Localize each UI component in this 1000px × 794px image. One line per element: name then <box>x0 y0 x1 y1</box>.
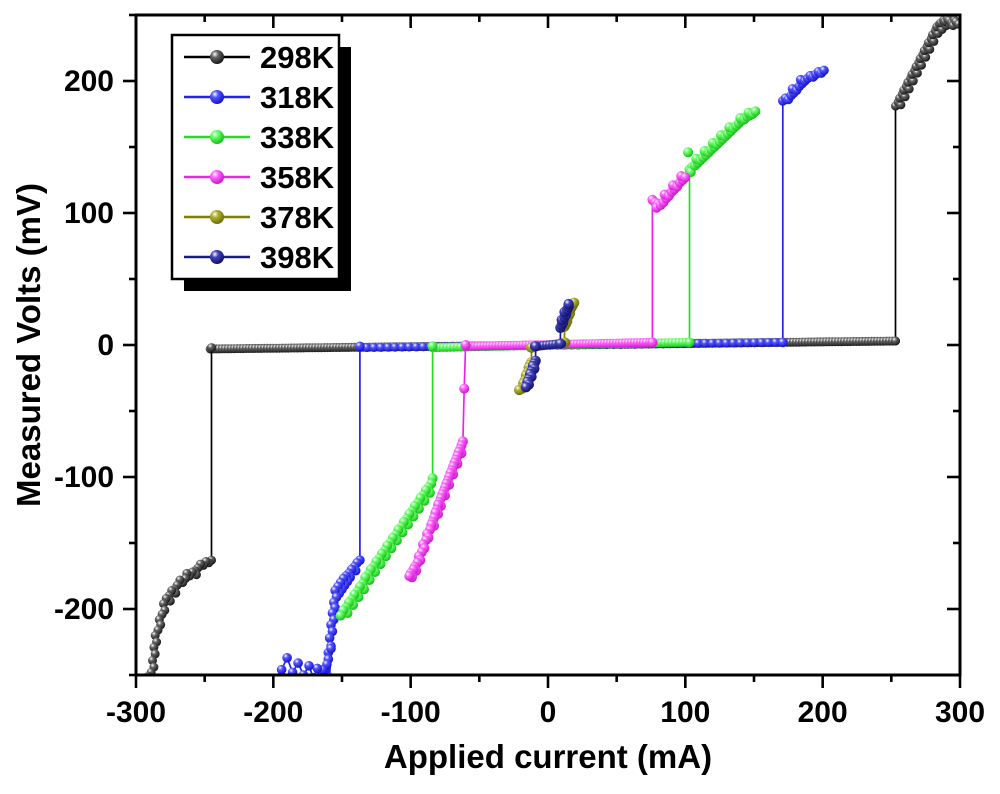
legend-entry-318K: 318K <box>184 80 335 115</box>
data-point <box>459 383 470 394</box>
data-point <box>326 643 336 654</box>
data-point <box>757 338 767 348</box>
data-point <box>714 338 724 348</box>
data-point <box>312 663 323 674</box>
data-point <box>287 667 298 675</box>
data-point <box>427 341 438 352</box>
data-point <box>819 65 829 76</box>
data-point <box>684 337 695 348</box>
axis-ticks <box>123 13 962 688</box>
y-tick-label: 100 <box>64 197 114 230</box>
legend-label: 398K <box>260 240 335 275</box>
data-point <box>563 298 574 310</box>
legend-entry-358K: 358K <box>184 160 335 195</box>
data-point <box>335 610 346 621</box>
data-point <box>369 343 379 352</box>
data-point <box>647 337 658 348</box>
legend: 298K 318K 338K 358K 378K 398K <box>170 33 351 291</box>
data-point <box>276 664 287 675</box>
legend-marker-ball <box>210 130 224 144</box>
data-point <box>404 571 415 581</box>
data-point <box>750 106 761 117</box>
legend-marker-ball <box>210 170 224 184</box>
series-338K <box>335 106 761 621</box>
legend-entry-338K: 338K <box>184 120 335 155</box>
legend-label: 378K <box>260 200 335 235</box>
x-tick-label: -300 <box>106 696 166 729</box>
legend-entry-298K: 298K <box>184 40 335 75</box>
data-point <box>355 341 365 352</box>
data-point <box>390 342 400 352</box>
data-point <box>460 340 471 350</box>
data-point <box>700 338 710 348</box>
data-point <box>721 338 731 348</box>
data-point <box>304 661 314 671</box>
data-point <box>736 338 745 348</box>
data-point <box>362 343 372 353</box>
data-point <box>397 342 407 352</box>
y-tick-label: -200 <box>54 593 114 626</box>
series-358K <box>404 171 691 583</box>
data-point <box>771 337 781 347</box>
x-axis-title: Applied current (mA) <box>384 738 712 775</box>
data-point <box>778 337 788 348</box>
y-tick-label: 200 <box>64 65 114 98</box>
legend-marker-ball <box>210 250 224 264</box>
data-point <box>324 633 335 643</box>
data-point <box>680 172 691 183</box>
legend-label: 338K <box>260 120 335 155</box>
legend-label: 298K <box>260 40 335 75</box>
x-tick-label: -100 <box>381 696 441 729</box>
legend-entry-378K: 378K <box>184 200 335 235</box>
y-axis-title: Measured Volts (mV) <box>10 183 47 507</box>
data-point <box>530 341 541 352</box>
data-point <box>376 342 386 352</box>
plot-area <box>144 15 960 675</box>
x-tick-label: 0 <box>540 696 557 729</box>
data-point <box>693 338 703 348</box>
legend-marker-ball <box>210 90 224 104</box>
data-point <box>404 342 414 352</box>
y-tick-label: 0 <box>97 329 114 362</box>
legend-marker-ball <box>210 50 224 64</box>
data-point <box>891 336 900 346</box>
data-point <box>729 338 738 348</box>
x-tick-label: 200 <box>798 696 848 729</box>
legend-label: 318K <box>260 80 335 115</box>
data-point <box>707 338 717 348</box>
data-point <box>764 338 774 347</box>
x-tick-label: 300 <box>935 696 985 729</box>
data-point <box>282 653 292 663</box>
legend-label: 358K <box>260 160 335 195</box>
data-point <box>207 343 216 353</box>
legend-box <box>170 33 341 281</box>
x-tick-label: -200 <box>243 696 303 729</box>
series-398K <box>520 298 574 393</box>
data-point <box>750 338 760 348</box>
data-point <box>411 342 421 352</box>
x-tick-label: 100 <box>660 696 710 729</box>
data-point <box>520 382 532 393</box>
y-tick-label: -100 <box>54 461 114 494</box>
data-point <box>683 147 694 158</box>
legend-entry-398K: 398K <box>184 240 335 275</box>
legend-marker-ball <box>210 210 224 224</box>
data-point <box>383 342 393 352</box>
data-point <box>293 658 303 668</box>
data-point <box>743 338 753 348</box>
data-point <box>418 342 428 352</box>
data-point <box>555 338 566 349</box>
